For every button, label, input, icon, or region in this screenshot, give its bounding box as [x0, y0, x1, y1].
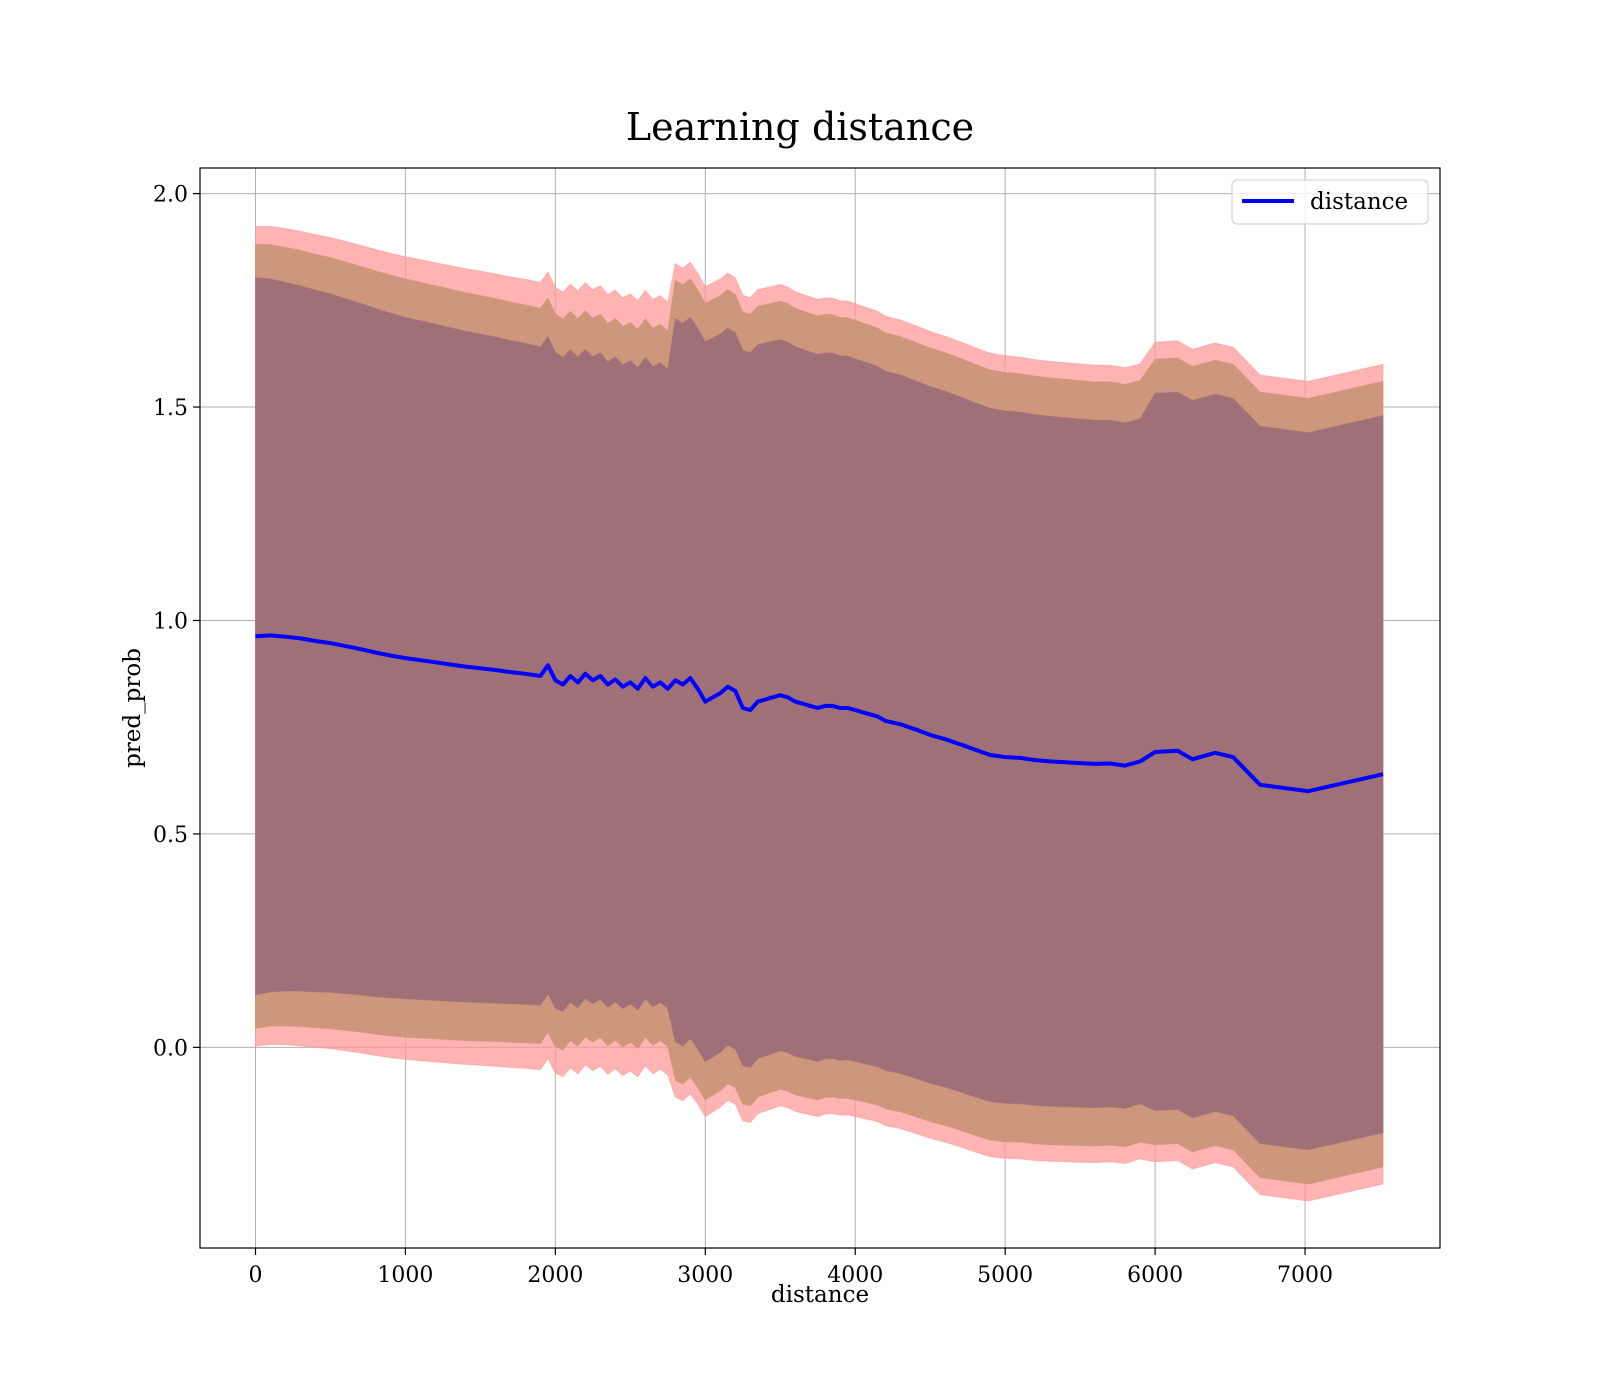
y-tick-label: 2.0	[153, 183, 188, 208]
y-tick-label: 0.5	[153, 823, 188, 848]
x-tick-label: 5000	[977, 1263, 1033, 1288]
x-tick-label: 3000	[677, 1263, 733, 1288]
x-tick-label: 7000	[1277, 1263, 1333, 1288]
y-tick-label: 1.5	[153, 396, 188, 421]
x-axis-label: distance	[771, 1282, 869, 1308]
x-tick-label: 1000	[377, 1263, 433, 1288]
y-tick-label: 0.0	[153, 1036, 188, 1061]
x-tick-label: 4000	[827, 1263, 883, 1288]
y-axis-label: pred_prob	[120, 648, 146, 768]
band-inner	[255, 277, 1384, 1151]
legend: distance	[1231, 179, 1429, 225]
band-inner-area	[255, 277, 1384, 1151]
legend-box	[1231, 179, 1429, 225]
chart-title: Learning distance	[626, 105, 974, 149]
plot-area-frame	[199, 167, 1441, 1249]
axis-ticks: 0 1000 2000 3000 4000 5000 6000 7000 0.0 0.5 1.0 1.…	[153, 183, 1333, 1288]
y-tick-label: 1.0	[153, 609, 188, 634]
x-tick-label: 2000	[527, 1263, 583, 1288]
series-lines	[255, 633, 1384, 794]
x-tick-label: 6000	[1127, 1263, 1183, 1288]
legend-label-distance: distance	[1310, 189, 1408, 215]
x-tick-label: 0	[248, 1263, 262, 1288]
series-line-distance	[255, 633, 1384, 794]
